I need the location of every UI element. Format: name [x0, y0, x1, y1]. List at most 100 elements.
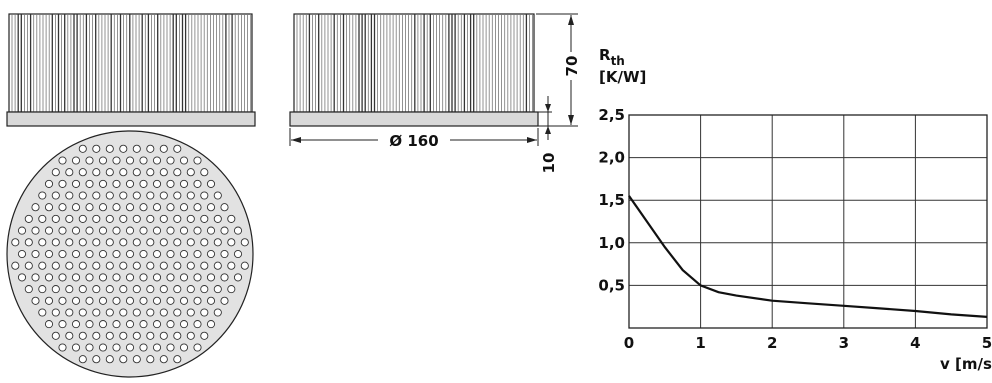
x-tick-label: 5: [982, 334, 992, 352]
pin: [240, 238, 249, 247]
pin: [139, 249, 148, 259]
y-tick-label: 1,5: [598, 191, 625, 209]
pin: [125, 296, 135, 305]
pin: [125, 249, 135, 259]
pin: [206, 226, 216, 235]
pin: [146, 285, 155, 294]
pin: [38, 308, 47, 317]
pin: [146, 144, 155, 153]
pin: [119, 331, 128, 340]
pin: [200, 238, 209, 247]
pin: [44, 226, 54, 235]
pin: [193, 273, 202, 282]
pin: [152, 179, 162, 188]
pin: [152, 343, 162, 352]
pin: [159, 331, 168, 340]
pin: [58, 179, 67, 188]
pin: [31, 296, 40, 305]
pin: [71, 273, 81, 282]
pin: [193, 203, 202, 212]
height-dimension-label: 70: [563, 56, 581, 77]
pin: [17, 226, 27, 235]
pin: [139, 226, 148, 235]
pin: [31, 273, 40, 282]
pin: [11, 238, 20, 247]
pin: [166, 179, 175, 188]
pin: [193, 296, 202, 305]
pin: [24, 285, 33, 294]
pin: [85, 320, 94, 329]
pin: [166, 320, 175, 329]
pin: [206, 249, 216, 259]
pin: [38, 238, 47, 247]
pin: [125, 226, 135, 235]
pin: [233, 273, 243, 282]
pin: [92, 331, 101, 340]
pin: [166, 296, 175, 305]
front-view-base: [6, 111, 256, 127]
pin: [38, 261, 47, 270]
x-tick-label: 1: [695, 334, 705, 352]
side-view: [289, 13, 539, 127]
front-view: [6, 13, 256, 127]
pin: [65, 214, 74, 223]
pin: [58, 273, 67, 282]
pin: [98, 226, 108, 235]
pin: [193, 156, 202, 165]
pin: [85, 179, 94, 188]
x-tick-label: 0: [624, 334, 634, 352]
side-view-fin-block: [293, 13, 535, 113]
pin: [125, 156, 135, 165]
pin: [213, 285, 222, 294]
pin: [200, 168, 209, 177]
pin: [71, 343, 81, 352]
pin: [173, 261, 182, 270]
pin: [132, 144, 141, 153]
pin: [98, 320, 108, 329]
pin: [206, 320, 216, 329]
pin: [119, 261, 128, 270]
pin: [159, 214, 168, 223]
pin: [166, 156, 175, 165]
pin: [105, 238, 114, 247]
pin: [186, 168, 195, 177]
pin: [51, 191, 60, 200]
top-view: [6, 130, 254, 378]
pin: [78, 355, 87, 364]
pin: [105, 168, 114, 177]
pin: [92, 214, 101, 223]
pin: [179, 203, 189, 212]
pin: [71, 226, 81, 235]
pin: [186, 238, 195, 247]
pin: [227, 285, 236, 294]
pin: [186, 285, 195, 294]
pin: [179, 343, 189, 352]
pin: [206, 179, 216, 188]
pin: [132, 261, 141, 270]
pin: [85, 273, 94, 282]
side-view-base: [289, 111, 539, 127]
pin: [105, 285, 114, 294]
pin: [213, 238, 222, 247]
pin: [44, 249, 54, 259]
pin: [227, 238, 236, 247]
pin: [159, 285, 168, 294]
pin: [200, 308, 209, 317]
pin: [71, 156, 81, 165]
pin: [132, 355, 141, 364]
y-axis-label-r: R: [599, 46, 611, 64]
pin: [38, 191, 47, 200]
pin: [58, 320, 67, 329]
pin: [92, 285, 101, 294]
x-tick-label: 3: [839, 334, 849, 352]
pin: [200, 261, 209, 270]
pin: [85, 249, 94, 259]
pin: [65, 308, 74, 317]
pin: [179, 156, 189, 165]
pin: [159, 144, 168, 153]
pin: [119, 238, 128, 247]
x-axis-label: v [m/s]: [940, 355, 992, 373]
pin: [159, 191, 168, 200]
pin: [186, 331, 195, 340]
pin: [227, 261, 236, 270]
